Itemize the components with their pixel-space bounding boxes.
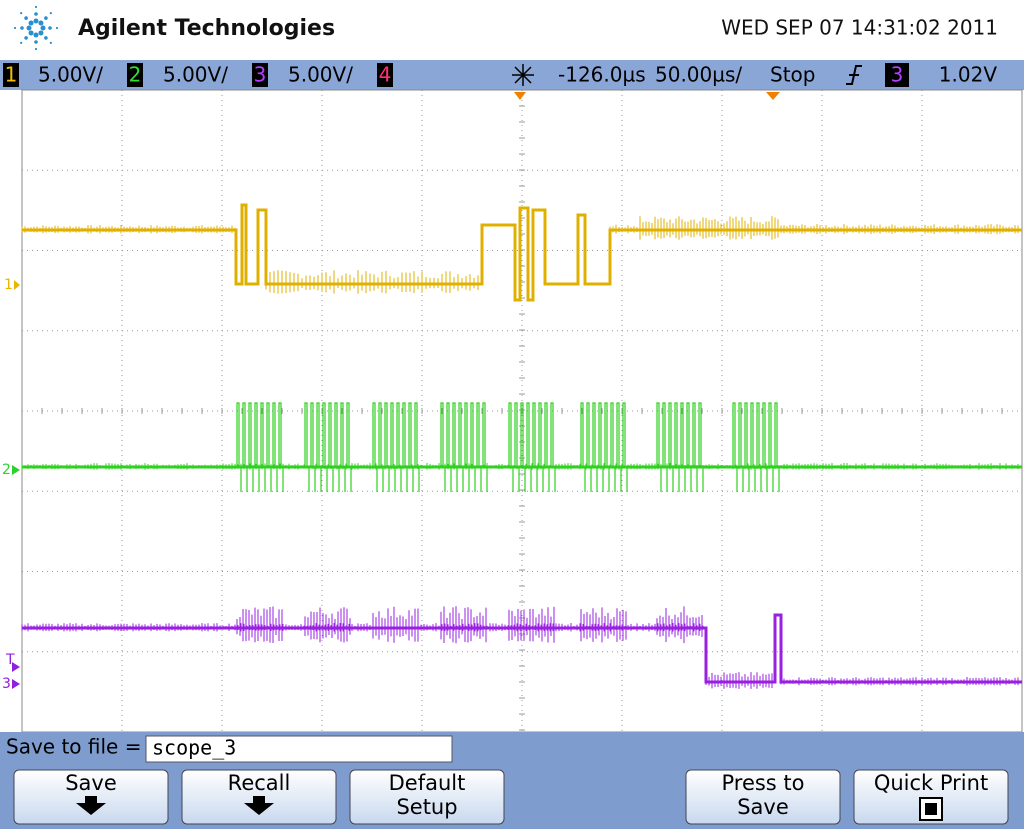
trigger-position-marker [766, 92, 780, 100]
softkey[interactable]: Default Setup [349, 769, 505, 825]
button-label: Press to [721, 771, 804, 795]
waveforms [21, 203, 1022, 689]
ch-box [127, 63, 143, 87]
ch3-trace [22, 613, 1022, 684]
datetime: WED SEP 07 14:31:02 2011 [721, 16, 998, 40]
logo-dot [48, 26, 52, 30]
logo-dot [20, 12, 23, 15]
logo-dot [38, 30, 44, 36]
delay-marker [514, 92, 526, 100]
ch2-marker: 2 [2, 462, 11, 478]
ch-scale: 5.00V/ [38, 63, 103, 87]
ch-scale: 5.00V/ [163, 63, 228, 87]
ch-scale: 5.00V/ [288, 63, 353, 87]
logo-dot [38, 20, 44, 26]
marker-arrow [12, 465, 20, 475]
filename-field[interactable] [145, 735, 453, 763]
logo-dot [24, 36, 28, 40]
ch2-burst [580, 402, 628, 492]
logo [13, 5, 59, 51]
logo-dot [34, 5, 38, 9]
logo-dot [20, 41, 23, 44]
time-scale: 50.00µs/ [655, 63, 742, 87]
trigger-level: 1.02V [939, 63, 998, 87]
logo-dot [34, 40, 38, 44]
brand: Agilent Technologies [78, 16, 335, 41]
logo-dot [34, 12, 38, 16]
ch2-burst [508, 402, 556, 492]
logo-dot [44, 16, 48, 20]
ch1-marker: 1 [4, 277, 13, 293]
arrow-icon [244, 796, 274, 815]
logo-dot [28, 30, 34, 36]
button-bg[interactable] [349, 769, 505, 825]
signal-noise [372, 606, 419, 643]
softkey[interactable]: Press to Save [685, 769, 841, 825]
ch2-burst [732, 402, 780, 492]
ch3-marker: 3 [2, 676, 11, 692]
button-label: Default [389, 771, 466, 795]
delay-icon [512, 64, 534, 86]
signal-noise [508, 606, 555, 643]
ch-number: 1 [5, 63, 18, 87]
logo-dot [28, 20, 34, 26]
logo-dot [40, 25, 46, 31]
logo-dot [49, 12, 52, 15]
ch-box [377, 63, 393, 87]
ch-box [3, 63, 19, 87]
ch-number: 2 [129, 63, 142, 87]
ch2-burst [656, 402, 704, 492]
trigger-slope-icon [846, 65, 862, 85]
filename-label: Save to file = [6, 735, 141, 759]
softkey[interactable]: Quick Print [853, 769, 1009, 825]
ch-number: 4 [379, 63, 392, 87]
run-state: Stop [770, 63, 815, 87]
ch2-burst [236, 402, 284, 492]
button-label: Recall [228, 771, 291, 795]
logo-dot [33, 18, 39, 24]
ch-box [885, 63, 909, 87]
ch-box [252, 63, 268, 87]
ch-number: 3 [254, 63, 267, 87]
button-label: Setup [396, 795, 457, 819]
logo-dot [34, 47, 38, 51]
ch2-burst [372, 402, 420, 492]
logo-dot [49, 41, 52, 44]
ch2-burst [304, 402, 352, 492]
logo-dot [20, 26, 24, 30]
ch1-trace [22, 203, 1022, 302]
marker-arrow [14, 280, 20, 290]
softkey[interactable]: Recall [181, 769, 337, 825]
logo-dot [24, 16, 28, 20]
marker-arrow [12, 662, 20, 672]
time-offset: -126.0µs [558, 63, 646, 87]
marker-arrow [12, 679, 20, 689]
button-label: Save [65, 771, 117, 795]
print-icon-fill [925, 803, 937, 815]
button-label: Quick Print [874, 771, 988, 795]
ch2-burst [440, 402, 488, 492]
trigger-source: 3 [891, 63, 904, 87]
logo-dot [55, 26, 59, 30]
logo-dot [44, 36, 48, 40]
arrow-icon [76, 796, 106, 815]
button-label: Save [737, 795, 789, 819]
softkey[interactable]: Save [13, 769, 169, 825]
logo-dot [33, 32, 39, 38]
header-bg [0, 0, 1024, 60]
button-bg[interactable] [685, 769, 841, 825]
filename: scope_3 [152, 736, 236, 760]
logo-dot [26, 25, 32, 31]
logo-dot [13, 26, 17, 30]
trigger-marker: T [5, 652, 15, 668]
